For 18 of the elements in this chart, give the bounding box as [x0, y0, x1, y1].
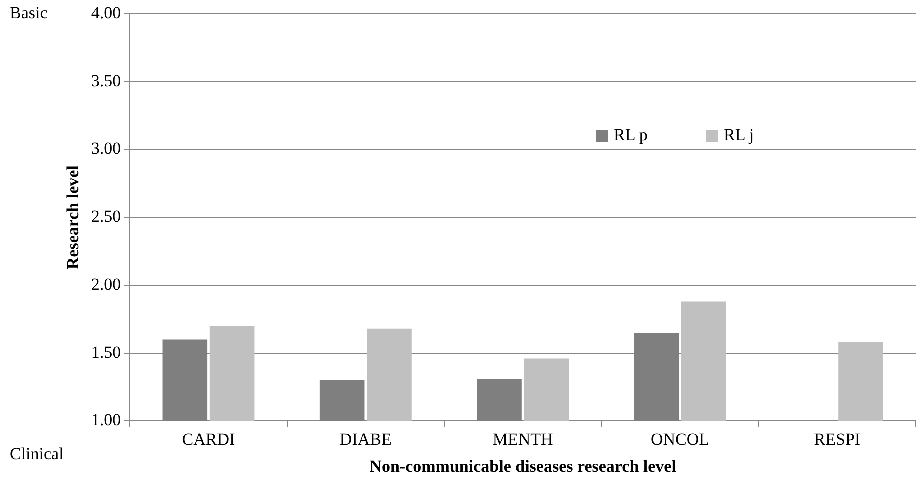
x-tick-label: ONCOL	[650, 430, 710, 449]
y-tick-label: 1.00	[91, 410, 122, 430]
x-tick-label: RESPI	[814, 430, 861, 449]
x-tick-label: CARDI	[182, 430, 236, 449]
text: Clinical	[10, 444, 64, 464]
y-axis-title: Research level	[64, 165, 83, 270]
y-tick-label: 1.50	[91, 342, 122, 362]
y-tick-label: 3.00	[91, 139, 122, 158]
text: Basic	[10, 3, 48, 22]
y-tick-label: 4.00	[91, 3, 122, 22]
y-tick-label: 3.50	[91, 71, 122, 90]
y-tick-label: 2.50	[91, 207, 122, 226]
legend-label: RL p	[614, 126, 648, 145]
x-tick-label: DIABE	[340, 430, 392, 449]
x-axis-title: Non-communicable diseases research level	[370, 457, 677, 476]
x-tick-label: MENTH	[492, 430, 554, 449]
y-tick-label: 2.00	[91, 274, 122, 294]
legend-label: RL j	[724, 126, 754, 145]
